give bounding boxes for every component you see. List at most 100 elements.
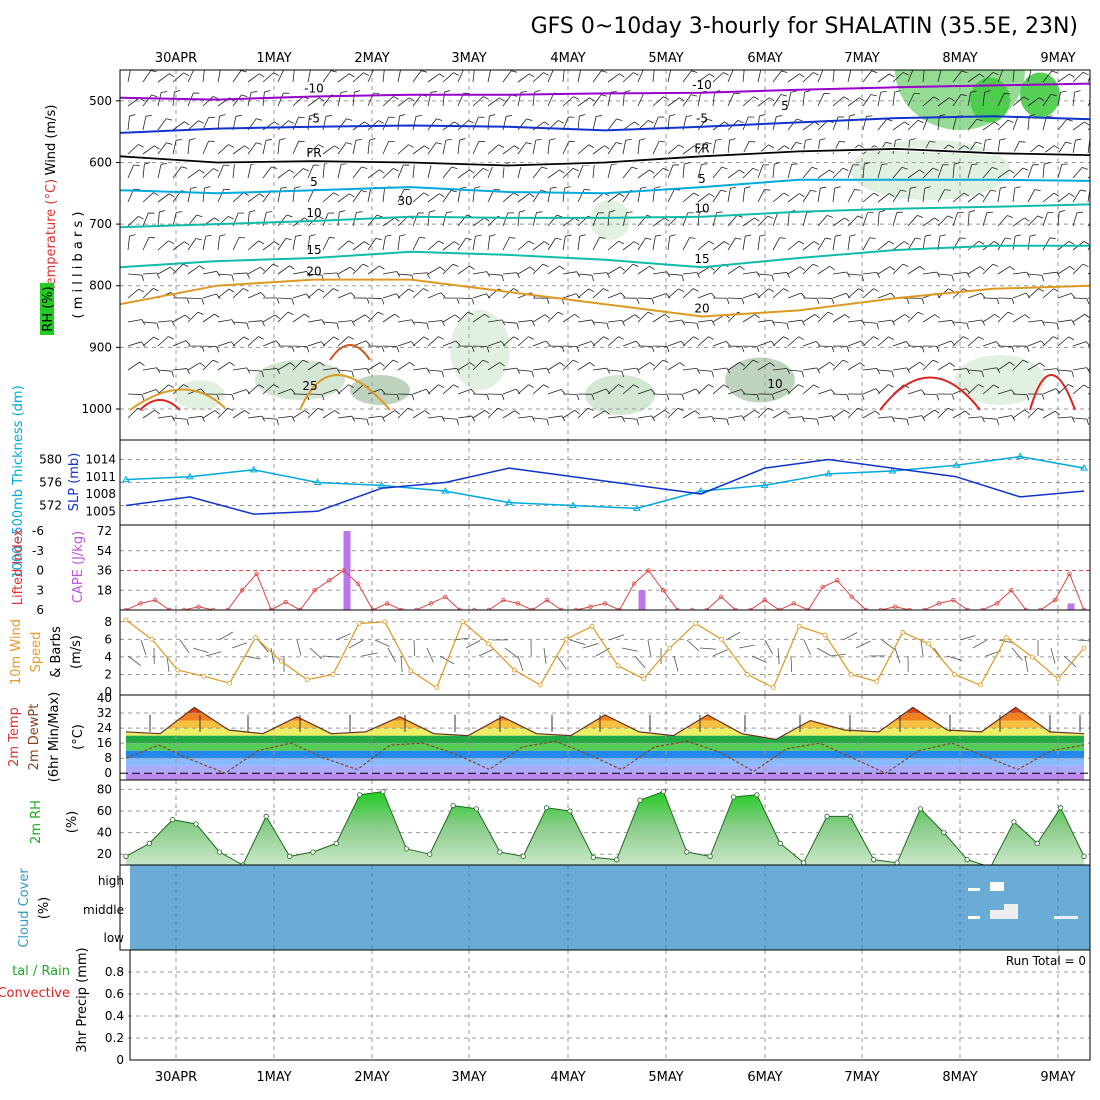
wind-barb: [682, 288, 694, 299]
wind-tick-label: 8: [104, 615, 112, 629]
wind-barb-flag: [654, 67, 660, 69]
wind-barb: [187, 362, 201, 371]
li-marker: [283, 599, 288, 605]
wind-barb-flag: [348, 336, 354, 340]
wind-barb-flag: [741, 346, 745, 353]
wind-marker: [278, 658, 284, 664]
wind-barb-flag: [295, 234, 302, 237]
wind-barb-flag: [550, 186, 557, 189]
wind-barb: [487, 273, 502, 276]
wind-barb-flag: [686, 115, 693, 117]
wind-barb-flag: [1029, 234, 1036, 237]
isotherm-label: 20: [694, 302, 709, 316]
temp-band: [126, 728, 1084, 736]
wind-barb-flag: [258, 384, 265, 388]
li-marker: [1009, 588, 1014, 593]
wind-barb: [322, 192, 334, 203]
wind-barb: [952, 192, 965, 203]
wind-barb-flag: [438, 336, 444, 340]
wind-barb: [952, 212, 958, 227]
wind-barb: [192, 647, 209, 653]
wind-barb-flag: [1039, 97, 1045, 102]
wind-barb: [652, 314, 665, 323]
wind-barbs-label: & Barbs: [49, 626, 64, 678]
rh-marker: [1011, 819, 1017, 825]
wind-barb-flag: [186, 297, 190, 304]
wind-barb-flag: [561, 415, 566, 422]
wind-barb: [727, 93, 735, 107]
wind-barb-flag: [1082, 71, 1089, 76]
wind-barb-flag: [904, 121, 910, 126]
wind-barb: [802, 314, 816, 323]
cloud-grid: [175, 865, 1059, 950]
thickness-slp-lines: [122, 452, 1088, 515]
isotherm-label: 10: [694, 202, 709, 216]
li-marker: [297, 607, 303, 610]
wind-barb: [172, 121, 185, 131]
wind-barb-flag: [559, 169, 565, 174]
wind-marker: [227, 680, 232, 686]
wind-barb-flag: [351, 371, 354, 378]
rh-unit-label: (%): [65, 811, 80, 834]
wind-barb: [699, 647, 716, 650]
wind-barb-flag: [543, 241, 550, 246]
wind-barb-flag: [858, 144, 865, 149]
wind-barb: [472, 141, 480, 155]
wind-barb: [832, 217, 845, 227]
wind-barb-flag: [726, 298, 730, 305]
wind-barb-flag: [1090, 187, 1096, 188]
wind-barb-flag: [816, 419, 819, 426]
wind-barb: [607, 164, 612, 179]
wind-barb-flag: [279, 138, 286, 141]
wind-barb-flag: [961, 70, 968, 74]
li-marker: [123, 607, 129, 610]
wind-barb-flag: [276, 368, 281, 374]
wind-barb-flag: [596, 115, 603, 117]
wind-barb: [412, 212, 419, 227]
wind-barb-flag: [166, 118, 173, 121]
wind-barb: [967, 164, 973, 179]
wind-barb-flag: [201, 298, 205, 305]
wind-barb-flag: [355, 138, 362, 141]
wind-barb: [922, 271, 937, 275]
wind-barb: [892, 167, 903, 179]
wind-barb: [922, 217, 935, 227]
wind-barb: [1057, 336, 1069, 347]
wind-barb-flag: [799, 73, 805, 78]
wind-barb: [172, 368, 187, 371]
wind-barb-flag: [694, 410, 700, 415]
wind-barb: [682, 336, 694, 347]
wind-barb-flag: [996, 298, 1000, 305]
wind-barb: [487, 97, 500, 107]
wind-barb-flag: [915, 237, 922, 240]
isotherm-label: 5: [310, 175, 318, 189]
wind-barb-flag: [513, 288, 519, 292]
wind-barb-flag: [333, 336, 340, 341]
li-marker: [414, 607, 419, 610]
wind-barb: [442, 340, 457, 347]
wind-barb: [367, 188, 372, 203]
wind-barb-flag: [1086, 419, 1089, 426]
wind-barb: [892, 314, 905, 323]
wind-barb-flag: [885, 141, 892, 145]
wind-barb: [982, 263, 994, 275]
wind-barb: [832, 314, 846, 323]
wind-barb-flag: [1060, 90, 1067, 93]
wind-barb-flag: [857, 407, 864, 411]
wind-barb-flag: [1011, 298, 1015, 305]
wind-barb-flag: [693, 192, 700, 197]
wind-barb: [862, 271, 877, 275]
pressure-tick-label: 1000: [81, 402, 112, 416]
thickness-marker: [185, 472, 194, 480]
wind-barb: [397, 236, 401, 251]
wind-barb-flag: [381, 346, 385, 352]
wind-barb: [427, 118, 437, 131]
wind-barb-flag: [606, 368, 611, 374]
wind-barb: [142, 94, 152, 107]
wind-barb: [502, 272, 517, 275]
wind-barb: [742, 116, 749, 131]
wind-barb-flag: [711, 416, 715, 423]
wind-barb: [816, 647, 832, 657]
wind-barb-flag: [349, 73, 355, 78]
